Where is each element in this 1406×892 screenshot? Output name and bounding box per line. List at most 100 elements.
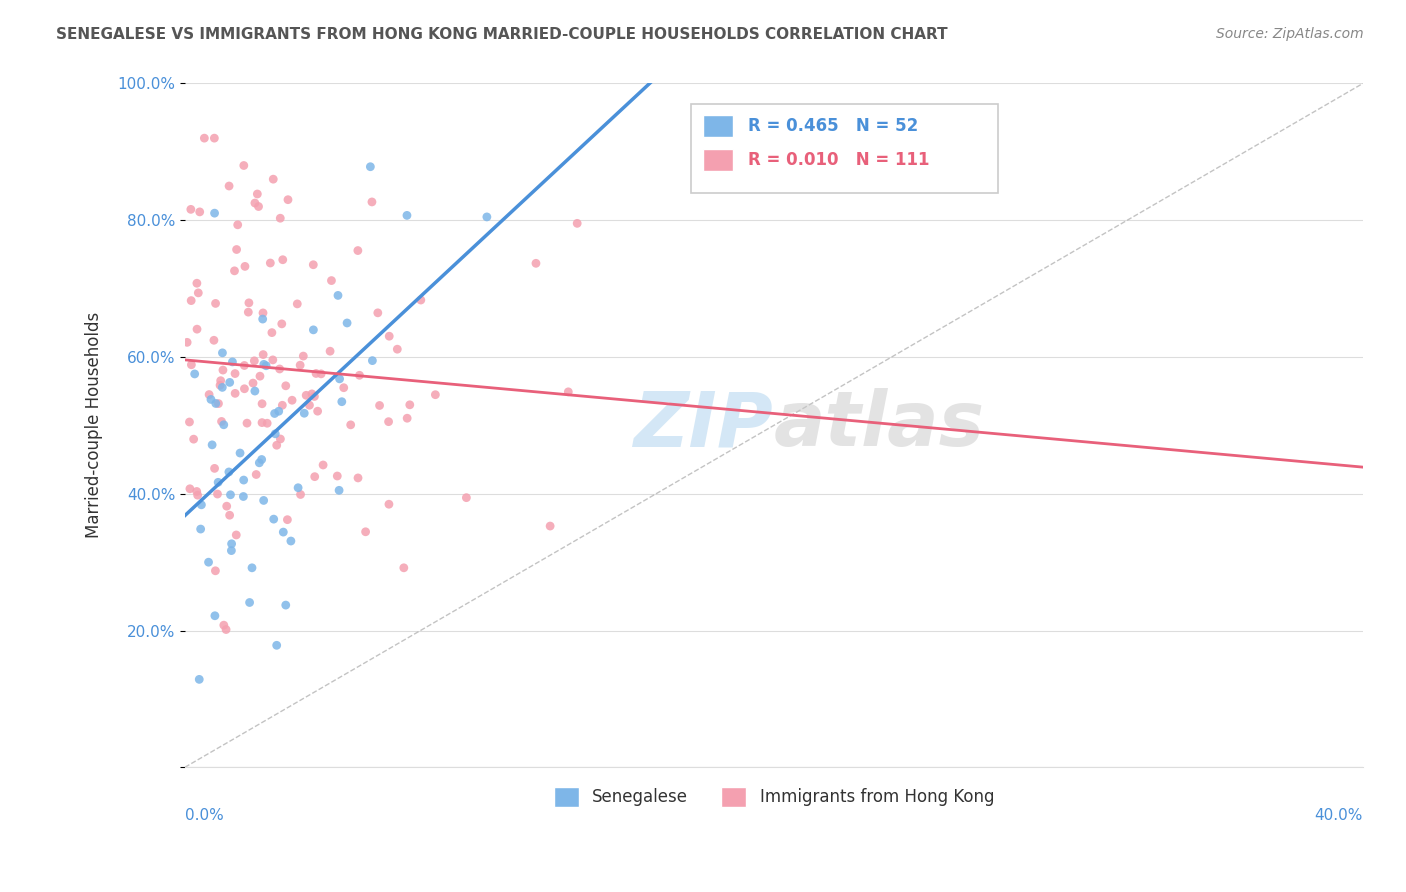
- Point: [212, 618, 235, 632]
- Point: [304, 469, 326, 483]
- Point: [387, 342, 409, 356]
- Point: [330, 394, 353, 409]
- Point: [224, 386, 246, 401]
- Point: [215, 499, 238, 513]
- Point: [302, 323, 325, 337]
- Point: [207, 396, 229, 410]
- Point: [252, 348, 274, 362]
- Point: [295, 388, 318, 402]
- Point: [409, 293, 432, 307]
- FancyBboxPatch shape: [692, 104, 998, 193]
- Point: [321, 274, 343, 288]
- Point: [254, 359, 277, 373]
- Point: [395, 208, 418, 222]
- Point: [329, 372, 352, 386]
- Point: [378, 497, 401, 511]
- Point: [302, 258, 325, 272]
- Point: [193, 131, 215, 145]
- Point: [211, 414, 233, 428]
- Point: [187, 488, 209, 502]
- Point: [319, 344, 342, 359]
- Text: Source: ZipAtlas.com: Source: ZipAtlas.com: [1216, 27, 1364, 41]
- Point: [281, 393, 304, 408]
- Point: [524, 256, 547, 270]
- Point: [232, 490, 254, 504]
- Point: [233, 382, 256, 396]
- Point: [260, 326, 283, 340]
- Point: [204, 461, 226, 475]
- Point: [367, 306, 389, 320]
- Point: [188, 673, 211, 687]
- Point: [276, 513, 298, 527]
- Point: [202, 131, 225, 145]
- Point: [253, 357, 276, 371]
- Point: [304, 389, 326, 403]
- Text: R = 0.465   N = 52: R = 0.465 N = 52: [748, 117, 918, 135]
- Point: [238, 305, 260, 319]
- Point: [377, 415, 399, 429]
- Point: [215, 623, 238, 637]
- Point: [232, 473, 254, 487]
- Point: [224, 264, 246, 278]
- Point: [361, 353, 384, 368]
- Point: [398, 398, 420, 412]
- Point: [240, 561, 263, 575]
- Point: [392, 561, 415, 575]
- Point: [307, 404, 329, 418]
- Point: [326, 288, 349, 302]
- Point: [270, 317, 292, 331]
- Point: [269, 362, 291, 376]
- Point: [183, 367, 205, 381]
- Point: [229, 446, 252, 460]
- Point: [221, 543, 243, 558]
- Point: [305, 367, 328, 381]
- Point: [262, 172, 284, 186]
- Text: SENEGALESE VS IMMIGRANTS FROM HONG KONG MARRIED-COUPLE HOUSEHOLDS CORRELATION CH: SENEGALESE VS IMMIGRANTS FROM HONG KONG …: [56, 27, 948, 42]
- Point: [204, 296, 226, 310]
- Point: [475, 210, 498, 224]
- Point: [259, 256, 281, 270]
- Point: [250, 452, 273, 467]
- Point: [359, 160, 381, 174]
- Point: [211, 380, 233, 394]
- Point: [212, 417, 235, 432]
- Point: [179, 415, 201, 429]
- Point: [218, 179, 240, 194]
- Bar: [703, 115, 733, 136]
- Point: [226, 218, 249, 232]
- Point: [274, 598, 297, 612]
- Point: [247, 200, 270, 214]
- Legend: Senegalese, Immigrants from Hong Kong: Senegalese, Immigrants from Hong Kong: [547, 780, 1001, 814]
- Point: [266, 638, 288, 652]
- Point: [269, 211, 291, 226]
- Point: [209, 374, 232, 388]
- Point: [456, 491, 478, 505]
- Point: [349, 368, 371, 383]
- Point: [378, 329, 401, 343]
- Point: [250, 397, 273, 411]
- Point: [180, 358, 202, 372]
- Point: [183, 432, 205, 446]
- Text: 40.0%: 40.0%: [1315, 808, 1362, 823]
- Point: [239, 595, 262, 609]
- Point: [221, 355, 243, 369]
- Point: [233, 260, 256, 274]
- Bar: [703, 149, 733, 171]
- Point: [204, 608, 226, 623]
- Point: [186, 484, 208, 499]
- Point: [361, 194, 384, 209]
- Point: [328, 483, 350, 498]
- Point: [312, 458, 335, 472]
- Point: [347, 244, 370, 258]
- Point: [354, 524, 377, 539]
- Point: [271, 252, 294, 267]
- Point: [252, 312, 274, 326]
- Point: [292, 406, 315, 420]
- Point: [253, 493, 276, 508]
- Point: [252, 306, 274, 320]
- Point: [218, 376, 240, 390]
- Point: [557, 384, 579, 399]
- Point: [225, 528, 247, 542]
- Point: [187, 285, 209, 300]
- Point: [197, 555, 219, 569]
